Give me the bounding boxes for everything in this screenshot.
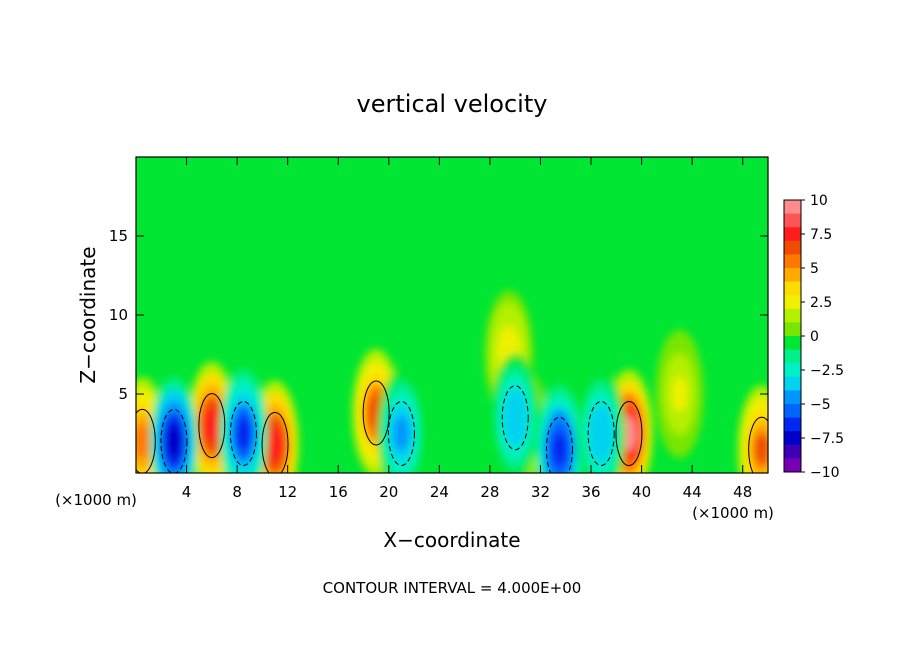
contour-line: [545, 416, 573, 473]
x-tick-label: 16: [329, 483, 348, 501]
field-level: [593, 415, 610, 452]
downdraft-cell: [377, 369, 426, 473]
colorbar-tick-label: 7.5: [810, 227, 832, 243]
field-level: [165, 423, 182, 459]
y-tick-label: 5: [118, 385, 128, 403]
contour-line: [261, 412, 289, 473]
downdraft-cell: [535, 385, 584, 473]
colorbar-tick-label: 0: [810, 329, 819, 345]
field-level: [620, 415, 637, 452]
colorbar-swatch: [784, 281, 801, 296]
field-level: [203, 408, 220, 444]
downdraft-cell: [219, 369, 268, 473]
colorbar-swatch: [784, 417, 801, 432]
x-tick-label: 24: [430, 483, 449, 501]
x-tick-label: 4: [182, 483, 192, 501]
downdraft-cell: [491, 353, 540, 473]
field-level: [753, 431, 768, 467]
x-axis-label: X−coordinate: [383, 528, 520, 552]
colorbar-swatch: [784, 227, 801, 242]
chart-title: vertical velocity: [357, 90, 548, 118]
colorbar-swatch: [784, 322, 801, 337]
plot-area: [136, 157, 768, 473]
colorbar-swatch: [784, 363, 801, 378]
x-unit-left: (×1000 m): [55, 491, 137, 509]
x-unit-right: (×1000 m): [692, 504, 774, 522]
colorbar-swatch: [784, 376, 801, 391]
colorbar-swatch: [784, 404, 801, 419]
colorbar-swatch: [784, 200, 801, 215]
contour-interval-label: CONTOUR INTERVAL = 4.000E+00: [323, 579, 582, 597]
updraft-cell: [737, 385, 768, 473]
colorbar-swatch: [784, 390, 801, 405]
downdraft-cell: [577, 369, 626, 473]
contour-line: [615, 401, 643, 466]
field-level: [507, 400, 524, 436]
x-tick-label: 28: [480, 483, 499, 501]
y-axis-label: Z−coordinate: [76, 246, 100, 383]
colorbar-swatch: [784, 349, 801, 364]
colorbar-tick-label: −2.5: [810, 363, 844, 379]
colorbar-swatch: [784, 213, 801, 228]
y-tick-label: 15: [109, 227, 128, 245]
colorbar-tick-label: 2.5: [810, 295, 832, 311]
colorbar-tick-label: 5: [810, 261, 819, 277]
contour-line: [387, 401, 415, 466]
colorbar-swatch: [784, 444, 801, 459]
colorbar-swatch: [784, 458, 801, 473]
contour-line: [160, 408, 188, 473]
contour-line: [198, 393, 226, 459]
x-tick-label: 36: [581, 483, 600, 501]
y-tick-label: 10: [109, 306, 128, 324]
field-level: [393, 415, 410, 452]
contour-line: [501, 385, 529, 451]
colorbar-swatch: [784, 308, 801, 323]
contour-line: [748, 416, 768, 473]
field-level: [235, 415, 252, 452]
colorbar: 10 7.5 5 2.5 0 −2.5 −5 −7.5 −10: [783, 193, 844, 481]
colorbar-swatch: [784, 254, 801, 269]
colorbar-swatch: [784, 336, 801, 351]
contour-line: [587, 401, 615, 466]
x-tick-label: 32: [531, 483, 550, 501]
colorbar-swatch: [784, 431, 801, 446]
colorbar-tick-label: −7.5: [810, 431, 844, 447]
colorbar-swatch: [784, 268, 801, 283]
x-tick-label: 8: [232, 483, 242, 501]
x-tick-label: 20: [379, 483, 398, 501]
contour-line: [136, 408, 156, 473]
field-level: [267, 426, 284, 463]
x-tick-label: 44: [683, 483, 702, 501]
x-tick-label: 12: [278, 483, 297, 501]
updraft-cell: [655, 330, 704, 458]
field-level: [136, 423, 151, 459]
downdraft-cell: [149, 377, 198, 473]
colorbar-tick-label: −5: [810, 397, 831, 413]
field-level: [671, 376, 688, 412]
contour-line: [229, 401, 257, 466]
field-level: [551, 431, 568, 467]
colorbar-swatch: [784, 240, 801, 255]
contour-line: [362, 380, 390, 446]
colorbar-tick-label: −10: [810, 465, 840, 481]
x-tick-label: 40: [632, 483, 651, 501]
colorbar-swatch: [784, 295, 801, 310]
x-tick-label: 48: [733, 483, 752, 501]
colorbar-tick-label: 10: [810, 193, 828, 209]
